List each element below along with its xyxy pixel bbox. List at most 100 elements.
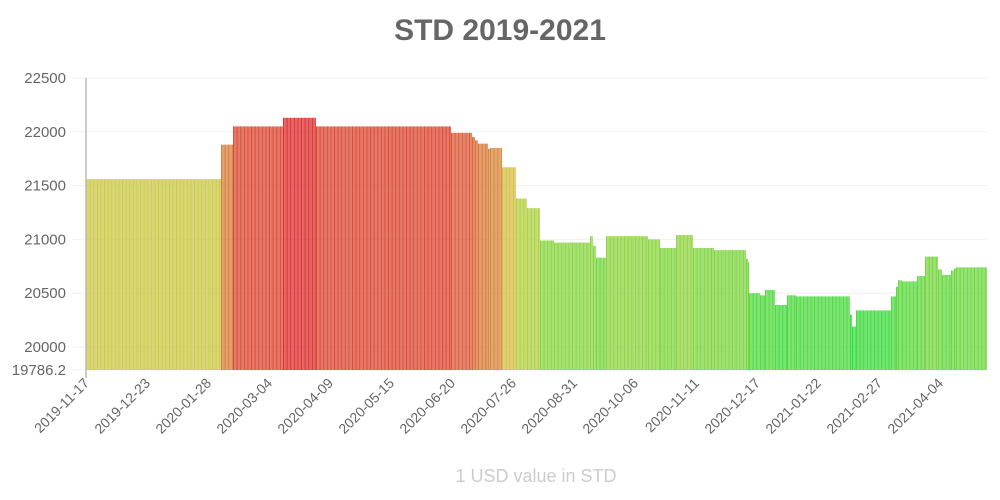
bar-edge <box>732 250 733 370</box>
bar-edge <box>735 250 737 370</box>
bar-edge <box>609 236 611 370</box>
bar-edge <box>959 267 961 370</box>
bar-edge <box>977 267 979 370</box>
y-tick-label: 21000 <box>24 231 66 248</box>
bar <box>311 117 316 370</box>
bar-edge <box>301 117 302 370</box>
bar-edge <box>877 310 879 370</box>
bar <box>775 305 779 370</box>
bar-edge <box>775 305 776 370</box>
bar <box>707 248 711 370</box>
bar-edge <box>519 198 521 370</box>
bar <box>505 167 510 370</box>
bar <box>485 143 488 370</box>
bar <box>326 126 331 370</box>
bar <box>728 250 732 370</box>
x-tick-label: 2020-08-31 <box>518 375 580 437</box>
bar <box>380 126 385 370</box>
y-tick-label: 19786.2 <box>12 362 66 379</box>
bar-edge <box>928 256 930 370</box>
x-tick-label: 2021-04-04 <box>884 375 946 437</box>
bar <box>814 296 818 370</box>
bar-edge <box>236 126 238 370</box>
bar <box>606 236 610 370</box>
bar <box>572 242 576 370</box>
bar-edge <box>850 314 851 370</box>
bar <box>107 179 112 370</box>
bar-edge <box>794 295 796 370</box>
bar-edge <box>276 126 278 370</box>
bar-edge <box>523 198 525 370</box>
bar <box>481 143 486 370</box>
bar-edge <box>909 281 911 370</box>
bar-edge <box>884 310 886 370</box>
bar <box>251 126 255 370</box>
bar-edge <box>599 257 601 370</box>
bar <box>959 267 964 370</box>
bar-edge <box>984 267 986 370</box>
bar-edge <box>114 179 116 370</box>
bar <box>693 248 697 370</box>
bar <box>550 240 554 370</box>
bar <box>925 256 929 370</box>
bar-edge <box>763 295 765 370</box>
bar <box>190 179 194 370</box>
bar-edge <box>711 248 712 370</box>
bar <box>739 250 743 370</box>
bar-edge <box>963 267 965 370</box>
bar <box>534 208 538 370</box>
bar <box>796 296 800 370</box>
bar-edge <box>527 208 528 370</box>
bar-edge <box>304 117 306 370</box>
bar-edge <box>696 248 698 370</box>
x-tick-label: 2020-11-11 <box>642 375 703 436</box>
bar <box>355 126 360 370</box>
bar-edge <box>721 250 723 370</box>
bar-edge <box>874 310 875 370</box>
bar-edge <box>932 256 934 370</box>
bar-edge <box>488 149 489 370</box>
bar-edge <box>749 293 750 370</box>
bar-edge <box>942 274 943 370</box>
bar <box>212 179 216 370</box>
bar <box>866 310 871 370</box>
bar <box>799 296 804 370</box>
bar-edge <box>308 117 310 370</box>
bar <box>236 126 241 370</box>
bar <box>509 167 513 370</box>
bar-edge <box>859 310 861 370</box>
bar-edge <box>593 245 594 370</box>
bar-edge <box>93 179 95 370</box>
bar-edge <box>663 248 665 370</box>
bar-edge <box>334 126 335 370</box>
bar-edge <box>579 242 581 370</box>
bar <box>970 267 974 370</box>
bar-edge <box>554 242 555 370</box>
bar-edge <box>406 126 407 370</box>
bar <box>938 269 942 370</box>
bar-edge <box>283 117 284 370</box>
bar <box>624 236 628 370</box>
bar <box>104 179 108 370</box>
bar <box>391 126 396 370</box>
bar-edge <box>881 310 883 370</box>
bar <box>842 296 847 370</box>
bar <box>721 250 725 370</box>
bar <box>111 179 115 370</box>
bar <box>301 117 305 370</box>
bar-edge <box>828 296 830 370</box>
bar-edge <box>742 250 744 370</box>
bar <box>240 126 244 370</box>
bar-edge <box>391 126 393 370</box>
bar-edge <box>888 310 890 370</box>
bar <box>469 132 472 370</box>
bar-edge <box>852 326 853 370</box>
bar <box>136 179 140 370</box>
bar-edge <box>475 140 476 370</box>
bar <box>676 235 680 370</box>
bar <box>502 167 506 370</box>
bar <box>586 242 590 370</box>
bar-edge <box>981 267 983 370</box>
bar <box>609 236 614 370</box>
bar-edge <box>204 179 206 370</box>
